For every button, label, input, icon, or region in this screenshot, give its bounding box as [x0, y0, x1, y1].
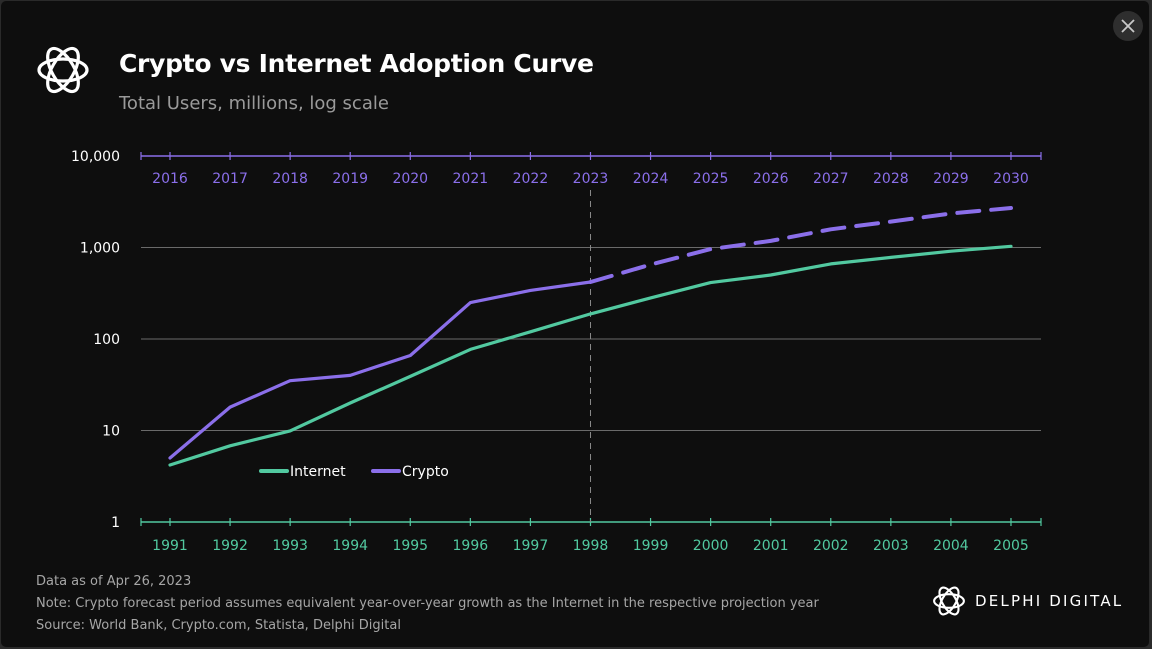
bottom-axis-label: 2001 — [753, 538, 789, 554]
y-tick-label: 1,000 — [80, 241, 120, 257]
bottom-axis-label: 1998 — [573, 538, 609, 554]
bottom-axis-label: 2004 — [933, 538, 969, 554]
y-tick-label: 10 — [102, 424, 120, 440]
top-axis-label: 2020 — [392, 171, 428, 187]
legend-label: Internet — [290, 464, 346, 480]
top-axis-label: 2022 — [513, 171, 549, 187]
delphi-logo-icon — [933, 586, 965, 616]
y-tick-label: 1 — [111, 515, 120, 531]
y-tick-label: 10,000 — [71, 149, 120, 165]
brand-mark: DELPHI DIGITAL — [931, 583, 1123, 619]
top-axis-label: 2029 — [933, 171, 969, 187]
top-axis-label: 2023 — [573, 171, 609, 187]
top-axis-label: 2017 — [212, 171, 248, 187]
data-date-note: Data as of Apr 26, 2023 — [36, 574, 192, 589]
close-icon — [1121, 19, 1135, 33]
bottom-axis-label: 2002 — [813, 538, 849, 554]
delphi-logo-icon — [37, 46, 89, 94]
crypto-forecast-line — [588, 206, 1013, 284]
y-tick-label: 100 — [93, 332, 120, 348]
bottom-axis-label: 2005 — [993, 538, 1029, 554]
bottom-axis-label: 1991 — [152, 538, 188, 554]
top-axis-label: 2021 — [453, 171, 489, 187]
top-axis-label: 2024 — [633, 171, 669, 187]
chart-subtitle: Total Users, millions, log scale — [119, 93, 389, 114]
top-axis-label: 2025 — [693, 171, 729, 187]
forecast-note: Note: Crypto forecast period assumes equ… — [36, 596, 819, 611]
top-axis-label: 2016 — [152, 171, 188, 187]
bottom-axis-label: 2000 — [693, 538, 729, 554]
brand-name: DELPHI DIGITAL — [975, 592, 1124, 610]
bottom-axis-label: 1992 — [212, 538, 248, 554]
top-axis-label: 2019 — [332, 171, 368, 187]
bottom-axis-label: 1997 — [513, 538, 549, 554]
internet-line — [168, 244, 1013, 467]
top-axis-label: 2028 — [873, 171, 909, 187]
bottom-axis-label: 1994 — [332, 538, 368, 554]
top-axis-label: 2026 — [753, 171, 789, 187]
bottom-axis-label: 1999 — [633, 538, 669, 554]
chart-title: Crypto vs Internet Adoption Curve — [119, 49, 594, 78]
top-axis-label: 2030 — [993, 171, 1029, 187]
legend-label: Crypto — [402, 464, 449, 480]
bottom-axis-label: 1995 — [392, 538, 428, 554]
bottom-axis-label: 1996 — [453, 538, 489, 554]
crypto-line — [168, 280, 593, 460]
close-button[interactable] — [1113, 11, 1143, 41]
top-axis-label: 2027 — [813, 171, 849, 187]
bottom-axis-label: 2003 — [873, 538, 909, 554]
source-note: Source: World Bank, Crypto.com, Statista… — [36, 618, 401, 633]
top-axis-label: 2018 — [272, 171, 308, 187]
bottom-axis-label: 1993 — [272, 538, 308, 554]
adoption-chart: 1 10 100 1,000 10,000 2016 2017 2018 2019 2020 202… — [71, 149, 1042, 554]
